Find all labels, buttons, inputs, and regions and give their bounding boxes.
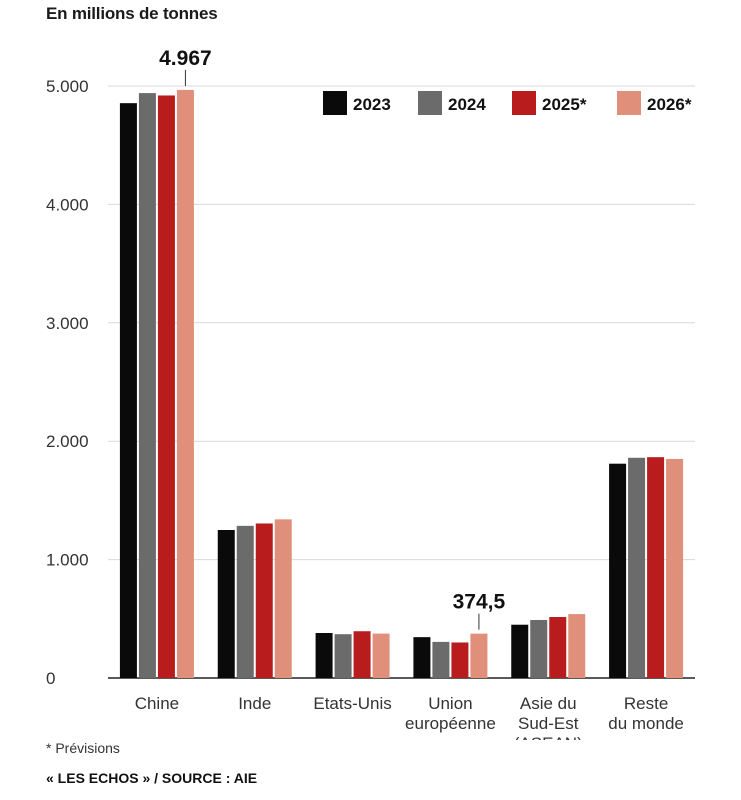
legend-label: 2025*	[542, 95, 587, 114]
bar	[609, 463, 627, 678]
bar	[334, 634, 352, 678]
x-tick-label: Union européenne	[405, 694, 496, 733]
x-tick-label-line: Union	[428, 694, 472, 713]
annotation-label: 374,5	[453, 591, 506, 614]
bar	[568, 614, 586, 678]
legend-label: 2024	[448, 95, 486, 114]
x-tick-label-line: européenne	[405, 714, 496, 733]
footnote: * Prévisions	[46, 740, 120, 756]
x-tick-label: Inde	[238, 694, 271, 713]
legend-swatch	[418, 91, 442, 115]
x-tick-label-line: du monde	[608, 714, 684, 733]
chart-unit-title: En millions de tonnes	[46, 4, 218, 23]
bar	[628, 457, 646, 678]
bar	[236, 525, 254, 678]
x-tick-label-line: Etats-Unis	[313, 694, 391, 713]
y-tick-label: 5.000	[46, 77, 89, 96]
bar	[647, 457, 665, 678]
bar	[119, 103, 137, 679]
y-axis-ticks: 0 1.000 2.000 3.000 4.000 5.000	[46, 77, 89, 688]
legend-swatch	[512, 91, 536, 115]
legend-label: 2026*	[647, 95, 692, 114]
x-tick-label-line: Inde	[238, 694, 271, 713]
bar	[549, 617, 567, 678]
bar	[274, 519, 292, 678]
bar	[353, 631, 371, 678]
x-tick-label: Reste du monde	[608, 694, 684, 733]
x-tick-label-line: Chine	[135, 694, 179, 713]
bar	[217, 530, 235, 678]
gridlines	[108, 85, 695, 679]
y-tick-label: 1.000	[46, 551, 89, 570]
bar	[255, 523, 273, 678]
x-tick-label: Etats-Unis	[313, 694, 391, 713]
y-tick-label: 4.000	[46, 195, 89, 214]
bar	[530, 619, 548, 678]
annotations: 4.967 374,5	[159, 47, 506, 630]
bar	[451, 642, 469, 678]
x-tick-label-line: Sud-Est	[518, 714, 579, 733]
bars	[119, 89, 684, 679]
y-tick-label: 3.000	[46, 314, 89, 333]
legend-swatch	[323, 91, 347, 115]
bar	[470, 633, 488, 678]
x-axis-ticks: Chine Inde Etats-Unis Union européenne Asie d…	[135, 694, 684, 740]
legend: 2023 2024 2025* 2026*	[323, 91, 692, 115]
x-tick-label-line: (ASEAN)	[514, 734, 583, 740]
bar	[315, 633, 333, 678]
x-tick-label-line: Asie du	[520, 694, 577, 713]
bar	[372, 633, 390, 678]
y-tick-label: 0	[46, 669, 55, 688]
bar	[666, 458, 684, 678]
bar	[432, 641, 450, 678]
x-tick-label-line: Reste	[624, 694, 668, 713]
legend-label: 2023	[353, 95, 391, 114]
source-credit: « LES ECHOS » / SOURCE : AIE	[46, 770, 258, 786]
bar-chart: 0 1.000 2.000 3.000 4.000 5.000 Chine Inde Etat…	[46, 47, 695, 740]
bar	[176, 89, 194, 678]
bar	[413, 637, 431, 678]
y-tick-label: 2.000	[46, 432, 89, 451]
legend-swatch	[617, 91, 641, 115]
annotation-label: 4.967	[159, 47, 212, 70]
bar	[138, 93, 156, 678]
x-tick-label: Chine	[135, 694, 179, 713]
bar	[157, 95, 175, 679]
bar	[511, 624, 529, 678]
